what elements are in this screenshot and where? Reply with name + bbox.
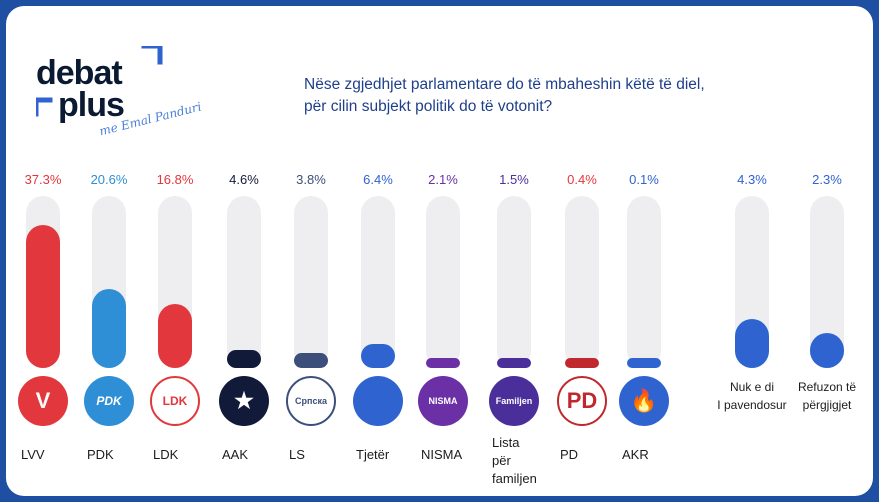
party-label: Refuzon të përgjigjet: [782, 378, 872, 414]
debat-plus-logo: debat plus me Emal Panduri: [36, 46, 206, 156]
party-label: PDK: [87, 446, 114, 464]
party-logo-text: Српска: [295, 396, 327, 406]
party-label-line-1: LVV: [21, 447, 45, 462]
party-logo-text: V: [35, 388, 51, 413]
party-logo-text: LDK: [162, 394, 188, 408]
party-logo-icon: Familjen: [489, 376, 539, 426]
party-label: Tjetër: [356, 446, 389, 464]
bar-track: [361, 196, 395, 368]
bar-track: [497, 196, 531, 368]
party-logo-text: ★: [234, 388, 254, 413]
bar: [294, 353, 328, 368]
bar: [565, 358, 599, 368]
party-label-line-1: LDK: [153, 447, 179, 462]
party-logo-icon: NISMA: [418, 376, 468, 426]
party-logo-icon: LDK: [150, 376, 200, 426]
party-label-line-1: PDK: [87, 447, 114, 462]
party-label-line-1: LS: [289, 447, 305, 462]
value-label: 0.4%: [567, 172, 597, 187]
party-label: AKR: [622, 446, 649, 464]
value-label: 16.8%: [156, 172, 194, 187]
value-label: 20.6%: [90, 172, 128, 187]
party-logo-icon: Српска: [286, 376, 336, 426]
bar: [92, 289, 126, 368]
bar: [810, 332, 844, 368]
party-label: PD: [560, 446, 578, 464]
value-label: 6.4%: [363, 172, 393, 187]
party-label: NISMA: [421, 446, 462, 464]
party-logo-text: NISMA: [428, 396, 458, 406]
party-label: LVV: [21, 446, 45, 464]
party-logo-text: PD: [566, 388, 598, 413]
party-logo-icon: PD: [557, 376, 607, 426]
logo-brackets: [36, 46, 163, 117]
value-label: 4.3%: [737, 172, 767, 187]
party-label: LS: [289, 446, 305, 464]
bar-track: [627, 196, 661, 368]
party-logo-text: Familjen: [495, 396, 533, 406]
value-label: 0.1%: [629, 172, 659, 187]
party-label-line-2: përgjigjet: [802, 398, 852, 412]
party-label-line-1: Lista për: [492, 435, 520, 468]
question-line-1: Nëse zgjedhjet parlamentare do të mbahes…: [304, 76, 705, 93]
party-label-line-2: familjen: [492, 471, 537, 486]
value-label: 2.1%: [428, 172, 458, 187]
value-label: 4.6%: [229, 172, 259, 187]
party-label-line-1: NISMA: [421, 447, 463, 462]
party-label-line-1: Refuzon të: [797, 380, 857, 394]
poll-question: Nëse zgjedhjet parlamentare do të mbahes…: [304, 74, 705, 118]
party-label: Nuk e di I pavendosur: [707, 378, 797, 414]
value-label: 1.5%: [499, 172, 529, 187]
logo-word-plus: plus: [58, 86, 125, 124]
bar: [627, 358, 661, 368]
question-line-2: për cilin subjekt politik do të votonit?: [304, 98, 553, 115]
party-label-line-1: Nuk e di: [729, 380, 775, 394]
party-label-line-1: AAK: [222, 447, 249, 462]
bar: [426, 358, 460, 368]
bar: [735, 319, 769, 368]
logo-word-debat: debat: [36, 54, 123, 92]
party-logo-icon: 🔥: [619, 376, 669, 426]
bar-track: [294, 196, 328, 368]
party-label-line-2: I pavendosur: [717, 398, 787, 412]
party-label: AAK: [222, 446, 248, 464]
value-label: 2.3%: [812, 172, 842, 187]
bar-track: [227, 196, 261, 368]
bar: [361, 343, 395, 368]
party-label-line-1: AKR: [622, 447, 649, 462]
bar: [158, 303, 192, 368]
party-label: Lista për familjen: [492, 434, 537, 488]
bar: [497, 358, 531, 368]
party-logo-text: PDK: [96, 394, 122, 408]
bar-track: [426, 196, 460, 368]
bar: [227, 350, 261, 368]
party-label-line-1: Tjetër: [356, 447, 390, 462]
chart-card: debat plus me Emal Panduri Nëse zgjedhje…: [6, 6, 873, 496]
party-logo-icon: ★: [219, 376, 269, 426]
party-logo-icon: PDK: [84, 376, 134, 426]
party-logo-icon: [353, 376, 403, 426]
value-label: 37.3%: [24, 172, 62, 187]
party-logo-icon: V: [18, 376, 68, 426]
party-label-line-1: PD: [560, 447, 579, 462]
value-label: 3.8%: [296, 172, 326, 187]
party-label: LDK: [153, 446, 178, 464]
bar-track: [565, 196, 599, 368]
party-logo-text: 🔥: [630, 388, 658, 413]
bar: [26, 225, 60, 368]
